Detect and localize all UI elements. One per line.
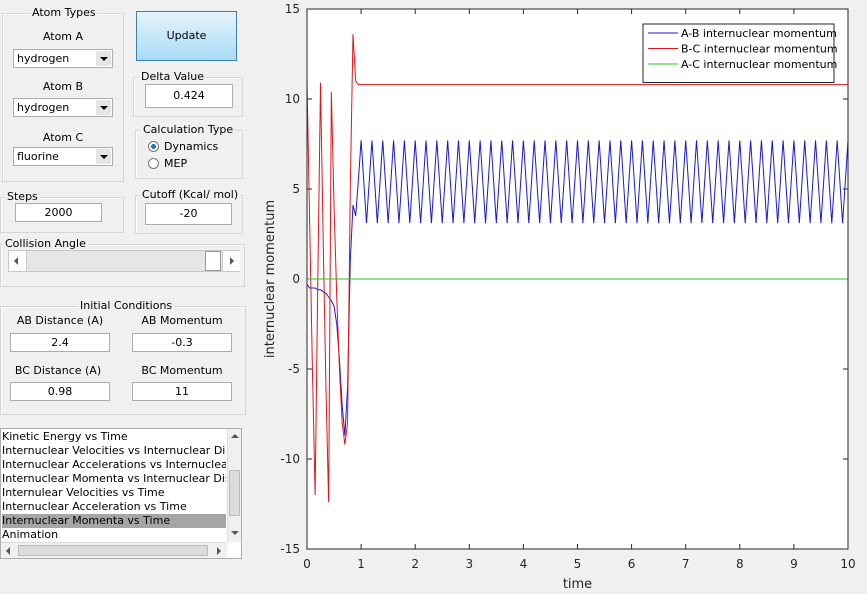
x-tick-label: 2 xyxy=(411,557,419,571)
y-axis-label: internuclear momentum xyxy=(263,200,278,358)
axes-frame xyxy=(306,8,849,550)
panel-title: Steps xyxy=(5,190,40,203)
select-value: hydrogen xyxy=(17,101,70,114)
ab-momentum-input[interactable]: -0.3 xyxy=(132,333,232,352)
y-tick-label: 10 xyxy=(285,92,300,106)
label: Atom B xyxy=(42,80,84,93)
arrow-icon xyxy=(14,257,18,265)
list-item[interactable]: Internulear Velocities vs Time xyxy=(2,486,165,499)
update-button[interactable]: Update xyxy=(136,11,237,61)
radio-label: Dynamics xyxy=(164,140,219,153)
legend-box xyxy=(642,23,835,83)
panel-title: Collision Angle xyxy=(3,237,88,250)
y-tick-label: 15 xyxy=(285,2,300,16)
horizontal-scrollbar[interactable] xyxy=(1,542,227,558)
delta-input[interactable]: 0.424 xyxy=(145,84,233,108)
x-tick-label: 6 xyxy=(628,557,636,571)
x-tick-label: 10 xyxy=(840,557,855,571)
x-tick-label: 0 xyxy=(303,557,311,571)
legend-label: B-C internuclear momentum xyxy=(681,43,838,56)
list-item[interactable]: Internuclear Momenta vs Internuclear Dis… xyxy=(2,472,226,485)
list-item[interactable]: Internuclear Velocities vs Internuclear … xyxy=(2,444,226,457)
collision-panel xyxy=(0,244,245,287)
dropdown-arrow xyxy=(96,51,111,66)
calc-panel xyxy=(135,130,243,179)
scroll-thumb[interactable] xyxy=(229,470,240,516)
arrow-icon xyxy=(6,547,10,555)
x-tick-label: 1 xyxy=(357,557,365,571)
label: AB Distance (A) xyxy=(16,314,104,327)
bc-distance-input[interactable]: 0.98 xyxy=(10,382,110,401)
scroll-thumb[interactable] xyxy=(18,545,208,556)
atom-c-select[interactable]: fluorine xyxy=(13,147,113,166)
radio-button[interactable] xyxy=(148,141,159,152)
x-tick-label: 8 xyxy=(736,557,744,571)
list-item[interactable]: Internuclear Accelerations vs Internucle… xyxy=(2,458,226,471)
list-item[interactable]: Kinetic Energy vs Time xyxy=(2,430,128,443)
y-tick-label: -10 xyxy=(280,452,300,466)
list-item[interactable]: Animation xyxy=(2,528,59,541)
ab-distance-input[interactable]: 2.4 xyxy=(10,333,110,352)
x-tick-label: 3 xyxy=(465,557,473,571)
arrow-icon xyxy=(231,434,239,438)
label: AB Momentum xyxy=(141,314,223,327)
radio-label: MEP xyxy=(164,157,188,170)
steps-panel xyxy=(0,197,124,233)
slider-left-button[interactable] xyxy=(9,251,27,271)
x-tick-label: 4 xyxy=(520,557,528,571)
steps-input[interactable]: 2000 xyxy=(15,203,102,222)
legend-label: A-C internuclear momentum xyxy=(681,58,837,71)
label: Atom A xyxy=(42,30,84,43)
series-line xyxy=(306,34,848,503)
slider-thumb[interactable] xyxy=(205,251,221,271)
legend-label: A-B internuclear momentum xyxy=(681,27,837,40)
angle-slider[interactable] xyxy=(8,250,240,272)
arrow-icon xyxy=(217,547,221,555)
arrow-icon xyxy=(230,257,234,265)
arrow-icon xyxy=(231,531,239,535)
plot-listbox[interactable]: Kinetic Energy vs Time Internuclear Veloc… xyxy=(0,428,242,559)
panel-title: Calculation Type xyxy=(141,123,236,136)
x-tick-label: 5 xyxy=(574,557,582,571)
select-value: hydrogen xyxy=(17,52,70,65)
list-item[interactable]: Internuclear Acceleration vs Time xyxy=(2,500,187,513)
cutoff-input[interactable]: -20 xyxy=(145,203,232,225)
panel-title: Atom Types xyxy=(30,6,98,19)
slider-right-button[interactable] xyxy=(222,251,240,271)
select-value: fluorine xyxy=(17,150,59,163)
x-tick-label: 7 xyxy=(682,557,690,571)
panel-title: Initial Conditions xyxy=(78,299,175,312)
x-axis-label: time xyxy=(563,577,592,592)
atom-a-select[interactable]: hydrogen xyxy=(13,49,113,68)
label: BC Distance (A) xyxy=(14,364,102,377)
series-line xyxy=(306,140,849,436)
bc-momentum-input[interactable]: 11 xyxy=(132,382,232,401)
panel-title: Delta Value xyxy=(139,70,207,83)
atom-b-select[interactable]: hydrogen xyxy=(13,98,113,117)
label: Atom C xyxy=(42,131,84,144)
label: BC Momentum xyxy=(141,364,223,377)
list-item[interactable]: Internuclear Momenta vs Time xyxy=(2,514,226,528)
vertical-scrollbar[interactable] xyxy=(227,429,241,542)
x-tick-label: 9 xyxy=(790,557,798,571)
dropdown-arrow xyxy=(96,149,111,164)
radio-button[interactable] xyxy=(148,158,159,169)
y-tick-label: -15 xyxy=(280,542,300,556)
y-tick-label: -5 xyxy=(288,362,300,376)
panel-title: Cutoff (Kcal/ mol) xyxy=(140,188,241,201)
y-tick-label: 0 xyxy=(292,272,300,286)
y-tick-label: 5 xyxy=(292,182,300,196)
dropdown-arrow xyxy=(96,100,111,115)
